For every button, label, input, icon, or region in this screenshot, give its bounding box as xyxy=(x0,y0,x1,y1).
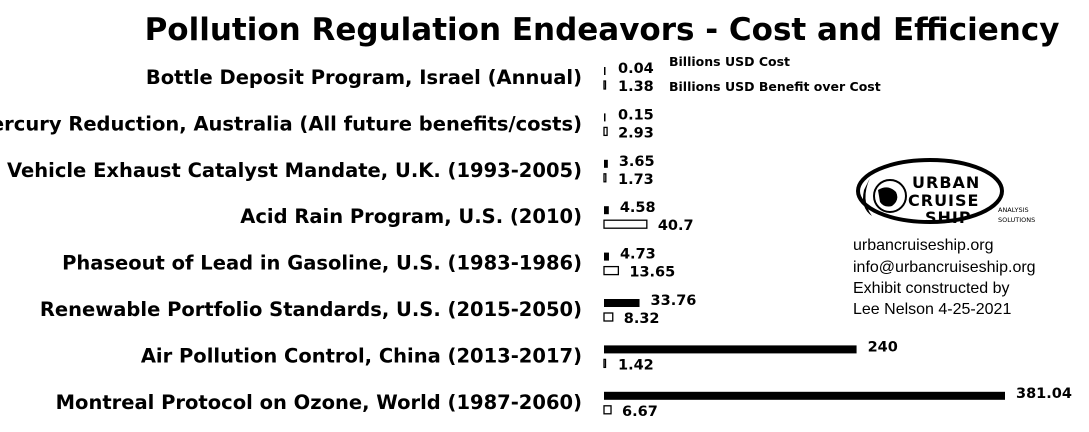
value-label-benefit: 1.38 xyxy=(618,79,654,95)
logo-text-line2: CRUISE xyxy=(908,191,979,210)
value-label-benefit: 13.65 xyxy=(629,265,675,281)
value-label-cost: 0.04 xyxy=(618,61,654,77)
info-line-1: urbancruiseship.org xyxy=(853,237,994,254)
bars xyxy=(603,67,1005,415)
logo-tagline-2: SOLUTIONS xyxy=(998,216,1035,224)
legend-cost: Billions USD Cost xyxy=(669,54,790,69)
category-label: Montreal Protocol on Ozone, World (1987-… xyxy=(56,391,582,414)
value-label-cost: 0.15 xyxy=(618,107,654,123)
bar-benefit xyxy=(603,358,607,369)
info-line-2: info@urbancruiseship.org xyxy=(853,259,1036,276)
contact-info: urbancruiseship.org info@urbancruiseship… xyxy=(853,237,1036,318)
legend-benefit: Billions USD Benefit over Cost xyxy=(669,79,881,94)
category-label: Acid Rain Program, U.S. (2010) xyxy=(240,205,582,228)
category-label: Phaseout of Lead in Gasoline, U.S. (1983… xyxy=(62,252,582,275)
logo-text-line3: SHIP xyxy=(925,208,972,227)
bar-cost xyxy=(604,206,609,215)
globe-land-icon xyxy=(878,187,898,207)
bar-cost xyxy=(604,252,609,261)
bar-cost xyxy=(604,391,1005,400)
category-label: Bottle Deposit Program, Israel (Annual) xyxy=(146,66,582,89)
value-label-benefit: 1.42 xyxy=(618,357,654,373)
bar-cost xyxy=(604,67,606,75)
bar-benefit xyxy=(603,312,614,322)
category-label: Air Pollution Control, China (2013-2017) xyxy=(141,344,582,367)
urban-cruise-ship-logo: URBAN CRUISE SHIP ANALYSIS SOLUTIONS xyxy=(856,158,1035,227)
value-label-benefit: 8.32 xyxy=(624,311,660,327)
value-label-benefit: 1.73 xyxy=(618,172,654,188)
bar-benefit xyxy=(603,126,608,137)
chart-title: Pollution Regulation Endeavors - Cost an… xyxy=(145,12,1060,48)
bar-benefit xyxy=(603,80,607,90)
value-label-benefit: 40.7 xyxy=(658,218,694,234)
bar-benefit xyxy=(603,219,648,229)
info-line-3: Exhibit constructed by xyxy=(853,280,1010,297)
logo-text-line1: URBAN xyxy=(912,173,980,192)
category-label: Vehicle Exhaust Catalyst Mandate, U.K. (… xyxy=(7,159,582,182)
legend: Billions USD Cost Billions USD Benefit o… xyxy=(669,54,881,94)
value-label-cost: 4.73 xyxy=(620,247,656,263)
bar-cost xyxy=(604,345,857,354)
bar-cost xyxy=(604,299,640,307)
logo-tagline-1: ANALYSIS xyxy=(998,206,1029,214)
category-label: Renewable Portfolio Standards, U.S. (201… xyxy=(40,298,582,321)
value-label-cost: 240 xyxy=(868,339,898,355)
globe-icon xyxy=(873,179,907,213)
category-labels: Bottle Deposit Program, Israel (Annual) M… xyxy=(0,66,582,414)
info-line-4: Lee Nelson 4-25-2021 xyxy=(853,301,1011,318)
value-label-benefit: 2.93 xyxy=(618,125,654,141)
logo-swoosh xyxy=(863,178,872,216)
value-label-cost: 33.76 xyxy=(651,293,697,309)
bar-benefit xyxy=(603,405,612,415)
logo-ring xyxy=(856,158,1004,224)
bar-cost xyxy=(604,159,608,168)
value-label-cost: 3.65 xyxy=(619,154,655,170)
bar-benefit xyxy=(603,265,620,276)
bar-cost xyxy=(604,113,606,122)
value-label-cost: 381.04 xyxy=(1016,386,1072,402)
category-label: Mercury Reduction, Australia (All future… xyxy=(0,112,582,135)
value-label-benefit: 6.67 xyxy=(622,404,658,420)
bar-benefit xyxy=(603,173,607,183)
value-label-cost: 4.58 xyxy=(620,200,656,216)
